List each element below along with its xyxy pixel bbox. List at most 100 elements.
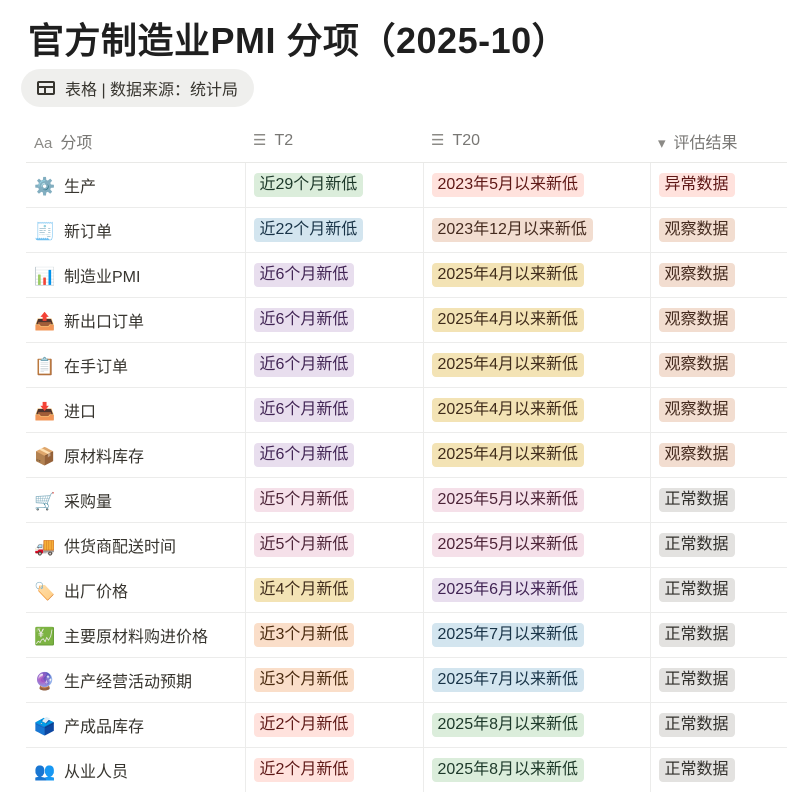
column-label: T2 [274, 132, 294, 150]
cell-t2[interactable]: 近6个月新低 [244, 251, 423, 297]
row-name: 主要原材料购进价格 [64, 628, 209, 646]
table-row[interactable]: ⚙️ 生产 近29个月新低 2023年5月以来新低 异常数据 [26, 161, 787, 207]
table-row[interactable]: 📦 原材料库存 近6个月新低 2025年4月以来新低 观察数据 [26, 431, 787, 477]
t20-tag: 2023年5月以来新低 [431, 172, 584, 197]
cell-result[interactable]: 观察数据 [649, 206, 787, 252]
cell-name[interactable]: 📊 制造业PMI [26, 251, 245, 297]
t20-tag: 2025年4月以来新低 [431, 397, 584, 422]
result-tag: 观察数据 [658, 307, 735, 332]
row-emoji-icon: ⚙️ [34, 176, 56, 196]
cell-result[interactable]: 观察数据 [649, 431, 787, 477]
cell-name[interactable]: 🛒 采购量 [26, 476, 245, 522]
column-header-t2[interactable]: ☰ T2 [245, 120, 423, 163]
cell-t20[interactable]: 2025年5月以来新低 [422, 476, 650, 522]
cell-result[interactable]: 正常数据 [649, 701, 787, 747]
row-name: 生产 [64, 178, 97, 196]
result-tag: 观察数据 [658, 217, 735, 242]
cell-t2[interactable]: 近22个月新低 [244, 206, 423, 252]
cell-name[interactable]: ⚙️ 生产 [26, 161, 245, 207]
cell-t20[interactable]: 2025年4月以来新低 [422, 251, 650, 297]
cell-name[interactable]: 🔮 生产经营活动预期 [26, 656, 245, 702]
cell-t2[interactable]: 近2个月新低 [244, 746, 423, 792]
t20-tag: 2025年8月以来新低 [431, 712, 584, 737]
cell-t2[interactable]: 近4个月新低 [244, 566, 423, 612]
cell-name[interactable]: 🧾 新订单 [26, 206, 245, 252]
cell-t20[interactable]: 2023年5月以来新低 [422, 161, 650, 207]
cell-t20[interactable]: 2025年4月以来新低 [422, 296, 650, 342]
cell-t2[interactable]: 近6个月新低 [244, 386, 423, 432]
result-tag: 正常数据 [658, 577, 735, 602]
table-row[interactable]: 🛒 采购量 近5个月新低 2025年5月以来新低 正常数据 [26, 476, 787, 522]
table-icon [37, 81, 55, 95]
cell-t2[interactable]: 近29个月新低 [244, 161, 423, 207]
result-tag: 观察数据 [658, 397, 735, 422]
cell-name[interactable]: 📥 进口 [26, 386, 245, 432]
cell-name[interactable]: 👥 从业人员 [26, 746, 245, 792]
cell-t2[interactable]: 近6个月新低 [244, 341, 423, 387]
table-row[interactable]: 🗳️ 产成品库存 近2个月新低 2025年8月以来新低 正常数据 [26, 701, 787, 747]
cell-t20[interactable]: 2025年7月以来新低 [422, 656, 650, 702]
cell-name[interactable]: 📤 新出口订单 [26, 296, 245, 342]
cell-t20[interactable]: 2025年7月以来新低 [422, 611, 650, 657]
t20-tag: 2025年6月以来新低 [431, 577, 584, 602]
t2-tag: 近6个月新低 [253, 442, 355, 467]
table-row[interactable]: 🚚 供货商配送时间 近5个月新低 2025年5月以来新低 正常数据 [26, 521, 787, 567]
cell-t20[interactable]: 2023年12月以来新低 [422, 206, 650, 252]
cell-result[interactable]: 正常数据 [649, 656, 787, 702]
cell-t2[interactable]: 近3个月新低 [244, 656, 423, 702]
cell-t20[interactable]: 2025年4月以来新低 [422, 341, 650, 387]
cell-t20[interactable]: 2025年6月以来新低 [422, 566, 650, 612]
table-row[interactable]: 🧾 新订单 近22个月新低 2023年12月以来新低 观察数据 [26, 206, 787, 252]
table-row[interactable]: 👥 从业人员 近2个月新低 2025年8月以来新低 正常数据 [26, 746, 787, 792]
cell-result[interactable]: 观察数据 [649, 386, 787, 432]
cell-name[interactable]: 🗳️ 产成品库存 [26, 701, 245, 747]
cell-t2[interactable]: 近3个月新低 [244, 611, 423, 657]
view-tab-table[interactable]: 表格 | 数据来源：统计局 [21, 69, 255, 107]
table-row[interactable]: 📤 新出口订单 近6个月新低 2025年4月以来新低 观察数据 [26, 296, 787, 342]
t2-tag: 近6个月新低 [253, 397, 355, 422]
cell-name[interactable]: 📦 原材料库存 [26, 431, 245, 477]
cell-result[interactable]: 观察数据 [649, 296, 787, 342]
cell-result[interactable]: 正常数据 [649, 611, 787, 657]
cell-t2[interactable]: 近6个月新低 [244, 431, 423, 477]
row-name: 新订单 [64, 223, 113, 241]
cell-result[interactable]: 正常数据 [649, 566, 787, 612]
cell-result[interactable]: 观察数据 [649, 251, 787, 297]
column-header-t20[interactable]: ☰ T20 [423, 120, 650, 163]
multi-select-icon: ☰ [431, 132, 445, 150]
row-name: 从业人员 [64, 763, 129, 781]
cell-name[interactable]: 💹 主要原材料购进价格 [26, 611, 245, 657]
text-property-icon: Aa [34, 134, 53, 152]
table-row[interactable]: 📥 进口 近6个月新低 2025年4月以来新低 观察数据 [26, 386, 787, 432]
cell-t20[interactable]: 2025年8月以来新低 [422, 746, 650, 792]
cell-result[interactable]: 正常数据 [649, 476, 787, 522]
table-row[interactable]: 📋 在手订单 近6个月新低 2025年4月以来新低 观察数据 [26, 341, 787, 387]
cell-t2[interactable]: 近5个月新低 [244, 521, 423, 567]
result-tag: 正常数据 [658, 532, 735, 557]
page-title: 官方制造业PMI 分项（2025-10） [28, 20, 569, 61]
t2-tag: 近2个月新低 [253, 712, 355, 737]
cell-t2[interactable]: 近5个月新低 [244, 476, 423, 522]
row-emoji-icon: 🔮 [34, 671, 56, 691]
cell-t20[interactable]: 2025年4月以来新低 [422, 431, 650, 477]
column-header-result[interactable]: ▾ 评估结果 [650, 120, 787, 163]
column-header-name[interactable]: Aa 分项 [26, 120, 245, 163]
cell-result[interactable]: 正常数据 [649, 521, 787, 567]
cell-result[interactable]: 异常数据 [649, 161, 787, 207]
cell-result[interactable]: 正常数据 [649, 746, 787, 792]
table-row[interactable]: 🏷️ 出厂价格 近4个月新低 2025年6月以来新低 正常数据 [26, 566, 787, 612]
cell-name[interactable]: 🚚 供货商配送时间 [26, 521, 245, 567]
cell-t2[interactable]: 近2个月新低 [244, 701, 423, 747]
cell-name[interactable]: 🏷️ 出厂价格 [26, 566, 245, 612]
cell-t20[interactable]: 2025年8月以来新低 [422, 701, 650, 747]
select-icon: ▾ [658, 134, 666, 152]
cell-t20[interactable]: 2025年5月以来新低 [422, 521, 650, 567]
t2-tag: 近29个月新低 [253, 172, 364, 197]
table-row[interactable]: 🔮 生产经营活动预期 近3个月新低 2025年7月以来新低 正常数据 [26, 656, 787, 702]
cell-result[interactable]: 观察数据 [649, 341, 787, 387]
cell-t2[interactable]: 近6个月新低 [244, 296, 423, 342]
table-row[interactable]: 💹 主要原材料购进价格 近3个月新低 2025年7月以来新低 正常数据 [26, 611, 787, 657]
cell-name[interactable]: 📋 在手订单 [26, 341, 245, 387]
table-row[interactable]: 📊 制造业PMI 近6个月新低 2025年4月以来新低 观察数据 [26, 251, 787, 297]
cell-t20[interactable]: 2025年4月以来新低 [422, 386, 650, 432]
